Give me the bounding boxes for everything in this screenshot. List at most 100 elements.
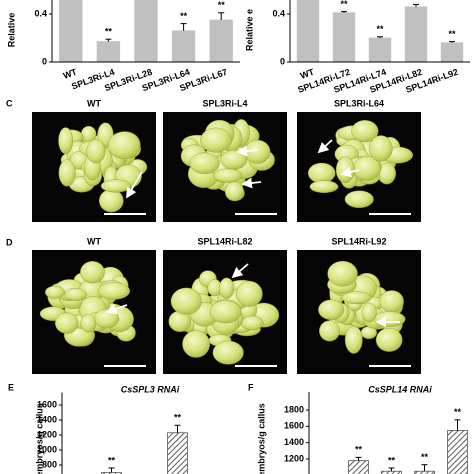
photo-label: SPL14Ri-L92 <box>331 236 386 246</box>
bar <box>59 0 83 62</box>
callus <box>235 280 263 307</box>
photo-label: SPL3Ri-L64 <box>334 98 384 108</box>
y-tick-label: 0.4 <box>272 8 285 18</box>
callus <box>100 179 132 193</box>
y-axis-label: Relative <box>6 13 16 48</box>
panel-label: D <box>6 237 13 247</box>
significance: ** <box>355 445 363 455</box>
panel-label: E <box>8 382 14 392</box>
y-tick-label: 1000 <box>37 444 57 454</box>
y-tick-label: 1600 <box>284 421 304 431</box>
callus <box>375 327 403 352</box>
bar <box>440 42 464 62</box>
bar <box>332 12 356 62</box>
callus <box>361 302 377 323</box>
bar <box>209 19 233 62</box>
callus <box>241 315 264 331</box>
significance: ** <box>388 455 396 465</box>
significance: ** <box>218 0 226 10</box>
y-tick-label: 1800 <box>284 404 304 414</box>
callus <box>86 139 106 164</box>
significance: ** <box>174 413 182 423</box>
y-axis-label: Relative e <box>244 9 254 51</box>
callus <box>44 285 65 299</box>
bar <box>368 37 392 62</box>
callus <box>98 282 131 300</box>
panel-label: F <box>248 382 254 392</box>
callus <box>309 180 339 193</box>
bar <box>167 432 188 474</box>
y-tick-label: 1200 <box>284 453 304 463</box>
callus <box>58 159 76 187</box>
callus <box>182 330 210 358</box>
y-axis-label: embryos/g callus <box>34 403 44 474</box>
arrow <box>236 145 259 157</box>
callus <box>341 291 372 305</box>
significance: ** <box>448 29 456 39</box>
panel-label: C <box>6 98 13 108</box>
significance: ** <box>376 24 384 34</box>
plot: ** ** ** <box>296 0 464 62</box>
y-tick-label: 0 <box>42 56 47 66</box>
significance: ** <box>454 407 462 417</box>
photo-label: SPL3Ri-L4 <box>202 98 247 108</box>
callus <box>344 190 374 209</box>
bar <box>404 6 428 62</box>
callus <box>344 325 363 354</box>
arrow <box>317 139 333 154</box>
chart-title: CsSPL3 RNAi <box>121 384 180 394</box>
callus <box>335 156 355 184</box>
y-tick-label: 1400 <box>37 414 57 424</box>
callus <box>58 127 74 155</box>
photo-label: WT <box>87 98 101 108</box>
callus <box>373 311 406 327</box>
callus <box>189 152 220 174</box>
photo-label: SPL14Ri-L82 <box>197 236 252 246</box>
y-tick-label: 0.4 <box>34 8 47 18</box>
callus <box>318 299 345 320</box>
y-tick-label: 1200 <box>37 429 57 439</box>
y-tick-label: 1400 <box>284 437 304 447</box>
bar <box>171 30 196 62</box>
x-tick-label: WT <box>62 67 79 81</box>
callus <box>369 135 393 162</box>
callus <box>225 181 244 202</box>
chart-title: CsSPL14 RNAi <box>368 384 432 394</box>
significance: ** <box>340 0 348 9</box>
callus <box>212 340 244 365</box>
callus <box>93 309 120 329</box>
callus <box>99 189 124 213</box>
callus <box>80 261 105 284</box>
callus <box>379 290 404 313</box>
plot: ** ** ** ** <box>348 407 468 474</box>
arrow <box>231 263 249 279</box>
bar <box>348 460 369 474</box>
significance: ** <box>105 27 113 37</box>
arrow <box>340 166 360 178</box>
y-tick-label: 1600 <box>37 399 57 409</box>
callus <box>213 168 243 183</box>
bar <box>134 0 158 62</box>
callus <box>107 131 141 160</box>
callus <box>307 162 336 184</box>
significance: ** <box>108 455 116 465</box>
y-tick-label: 800 <box>42 459 57 469</box>
callus <box>55 312 79 334</box>
arrow <box>105 303 128 315</box>
plot: ** ** <box>101 413 188 474</box>
bar <box>96 41 121 62</box>
significance: ** <box>180 11 188 21</box>
bar <box>296 0 320 62</box>
callus <box>209 300 242 324</box>
callus <box>219 277 235 299</box>
callus <box>327 260 358 287</box>
y-axis-label: embryos/g callus <box>256 403 266 474</box>
callus <box>80 314 97 333</box>
callus <box>319 320 340 342</box>
callus <box>200 127 232 153</box>
y-tick-label: 0 <box>280 56 285 66</box>
x-tick-label: WT <box>299 67 316 81</box>
plot: ** ** ** <box>59 0 233 62</box>
callus <box>351 120 379 143</box>
